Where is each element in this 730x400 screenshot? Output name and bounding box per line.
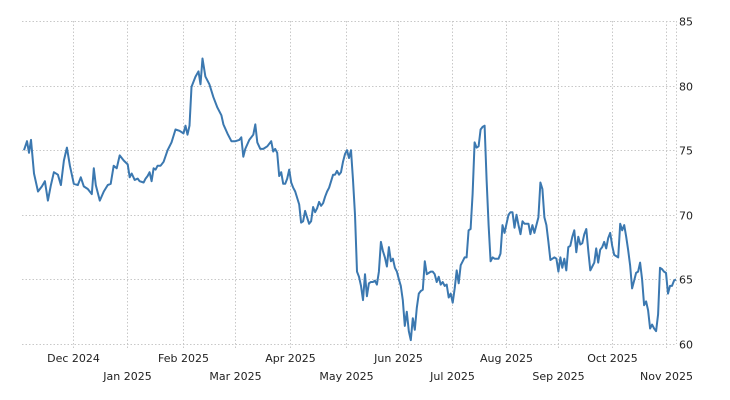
- y-tick-label: 75: [679, 145, 693, 158]
- x-tick-label: Feb 2025: [158, 352, 209, 365]
- y-tick-label: 80: [679, 81, 693, 94]
- x-tick-label: Oct 2025: [587, 352, 638, 365]
- x-tick-label: Sep 2025: [532, 370, 584, 383]
- y-tick-label: 60: [679, 339, 693, 352]
- y-axis: 60 65 70 75 80 85: [679, 16, 693, 352]
- x-tick-label: Jun 2025: [373, 352, 423, 365]
- y-tick-label: 70: [679, 210, 693, 223]
- x-tick-label: Aug 2025: [480, 352, 533, 365]
- x-tick-label: Apr 2025: [265, 352, 316, 365]
- y-tick-label: 65: [679, 274, 693, 287]
- x-tick-label: Jan 2025: [102, 370, 151, 383]
- price-line: [23, 57, 677, 342]
- y-tick-label: 85: [679, 16, 693, 29]
- x-tick-label: Dec 2024: [47, 352, 100, 365]
- x-tick-label: May 2025: [319, 370, 373, 383]
- x-tick-label: Nov 2025: [640, 370, 693, 383]
- grid-lines: [22, 21, 677, 350]
- x-tick-label: Jul 2025: [429, 370, 475, 383]
- x-tick-label: Mar 2025: [209, 370, 261, 383]
